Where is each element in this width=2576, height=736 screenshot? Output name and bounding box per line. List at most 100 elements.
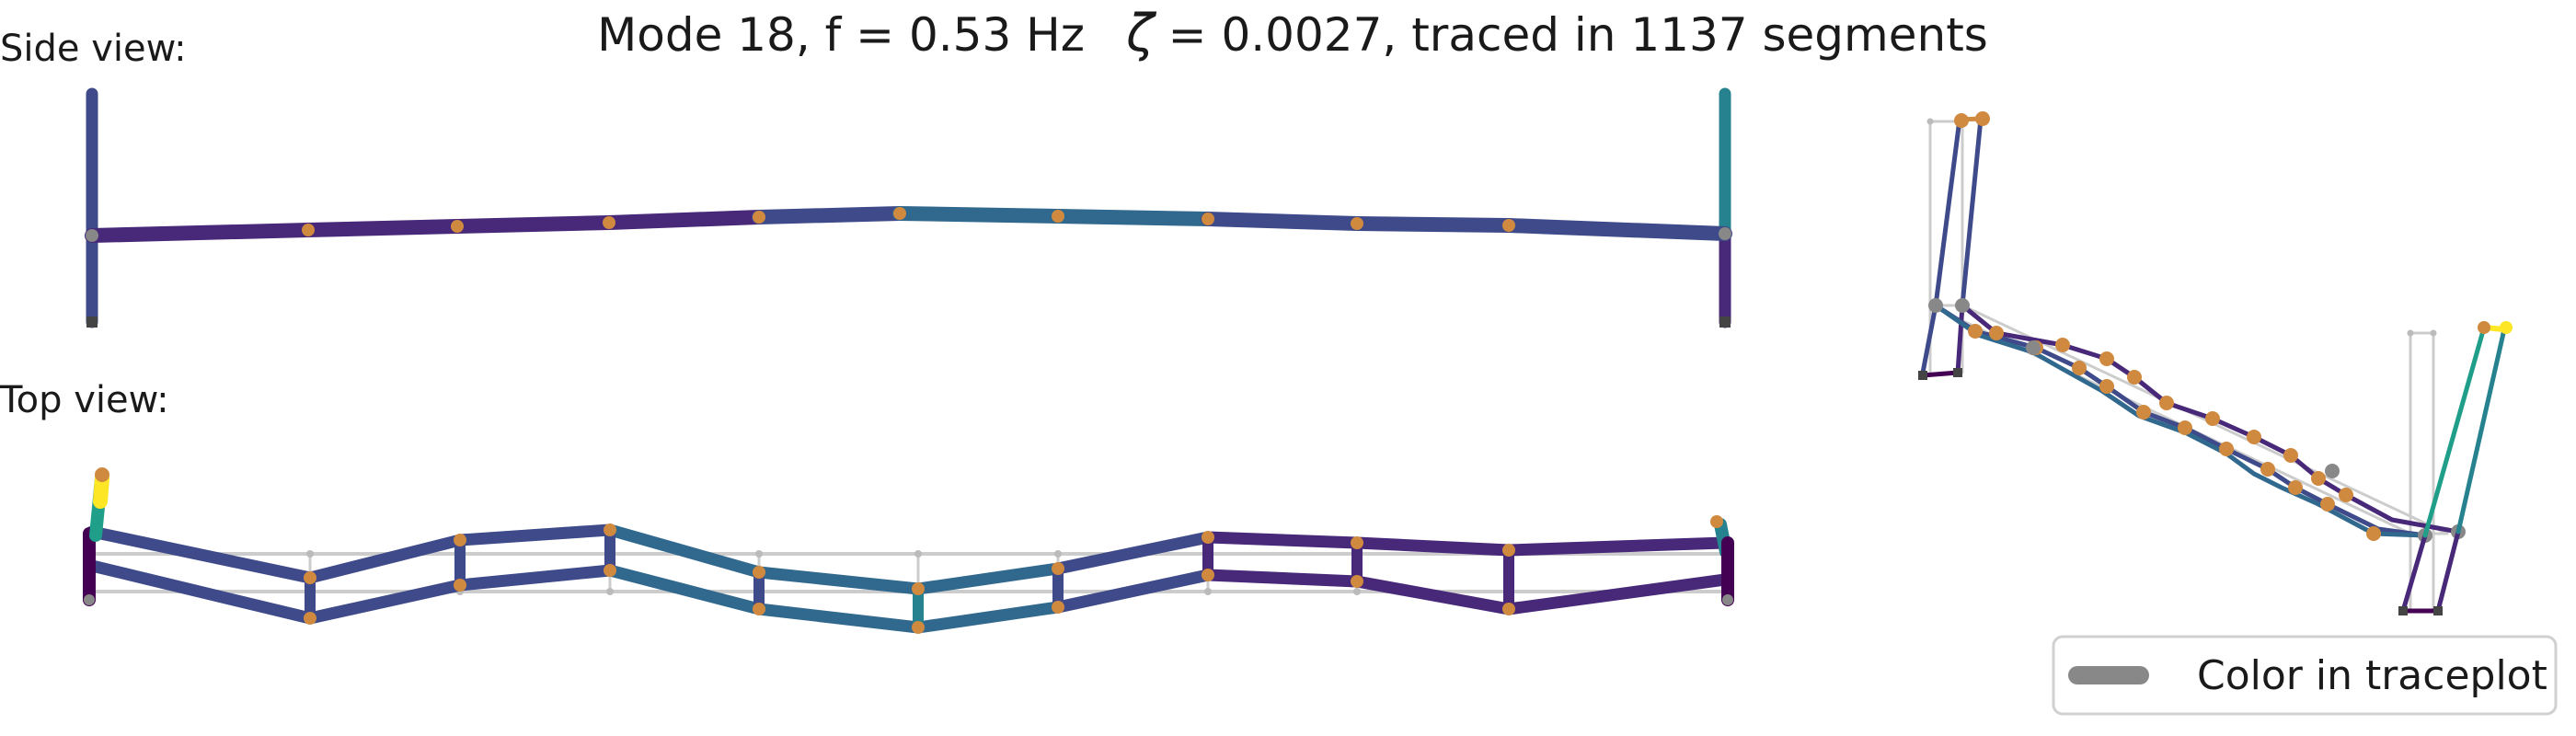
right-tower-leg: [2455, 327, 2507, 535]
deck-node: [2178, 420, 2192, 435]
deck-node: [893, 207, 906, 220]
deck-node: [2219, 442, 2234, 456]
deck-node: [604, 564, 616, 577]
deck-node: [2099, 351, 2114, 366]
left-tower-tip-node: [1954, 113, 1969, 128]
deck-node: [2288, 480, 2303, 495]
deck-chord-upper: [1202, 531, 1363, 549]
reference-node: [2430, 329, 2437, 337]
deck-node: [753, 603, 765, 615]
right-tower-leg: [2422, 325, 2487, 538]
deck-segment: [1350, 216, 1516, 233]
right-tower-base-node: [1722, 594, 1733, 605]
left-support: [86, 316, 98, 328]
deck-chord-upper: [1502, 536, 1731, 557]
deck-segment: [301, 219, 465, 237]
top-view-panel: [83, 467, 1734, 634]
deck-segment: [752, 206, 907, 224]
deck-segment: [1201, 212, 1364, 231]
deck-node: [1202, 213, 1214, 225]
deck-node: [1202, 531, 1214, 544]
tower-node: [1719, 227, 1731, 240]
legend-label: Color in traceplot: [2197, 652, 2547, 699]
deck-node: [1968, 324, 1983, 339]
deck-chord-lower: [1502, 573, 1731, 615]
legend-frame: [2052, 635, 2558, 716]
deck-node: [2247, 430, 2261, 444]
left-tower-tip-node: [95, 467, 109, 482]
deck-segment: [892, 206, 1065, 224]
deck-segment: [602, 210, 766, 230]
reference-node: [2407, 329, 2414, 337]
deck-node: [1052, 601, 1064, 614]
deck-chord-upper: [454, 523, 616, 546]
left-tower-base-node: [84, 594, 95, 605]
left-tower-leg: [1960, 116, 1984, 308]
mode-node: [1955, 298, 1970, 313]
side-view-panel: [85, 87, 1732, 328]
deck-chord-lower: [1052, 569, 1214, 614]
deck-node: [2072, 361, 2087, 375]
deck-segment: [1051, 209, 1215, 226]
title-prefix: Mode 18, f = 0.53 Hz: [597, 8, 1085, 62]
deck-chord-lower: [604, 564, 765, 615]
deck-chord-lower: [912, 601, 1064, 634]
zeta-symbol: ζ: [1125, 4, 1157, 63]
deck-chord-upper: [1351, 536, 1515, 557]
mode-node: [2325, 464, 2340, 478]
deck-segment: [1501, 218, 1732, 241]
left-tower-top: [93, 471, 109, 509]
deck-node: [454, 579, 466, 592]
left-tower-base: [1920, 370, 1961, 378]
deck-chord-lower: [1351, 575, 1515, 615]
deck-node: [1989, 326, 2004, 340]
deck-node: [753, 211, 765, 224]
deck-chord-lower: [86, 559, 316, 625]
left-tower-leg: [1933, 117, 1962, 308]
deck-chord-upper: [604, 523, 765, 579]
right-tower-leg-lower: [2435, 529, 2461, 614]
deck-chord-upper: [86, 525, 316, 584]
support-point: [1953, 368, 1962, 377]
deck-node: [1052, 210, 1064, 223]
reference-node: [606, 588, 614, 595]
legend: Color in traceplot: [2052, 635, 2558, 716]
deck-node: [2055, 338, 2070, 352]
deck-node: [304, 612, 316, 625]
deck-node: [2260, 462, 2275, 477]
support-point: [2398, 606, 2408, 615]
deck-node: [2339, 488, 2353, 502]
deck-segment: [450, 215, 616, 234]
deck-chord-upper: [1052, 531, 1214, 575]
title-suffix: = 0.0027, traced in 1137 segments: [1168, 8, 1988, 62]
deck-node: [604, 523, 616, 536]
deck-node: [302, 224, 315, 236]
deck-chord-lower: [1202, 569, 1363, 588]
deck-node: [454, 534, 466, 546]
deck-node: [1502, 603, 1515, 615]
deck-chord-lower: [753, 603, 925, 634]
deck-node: [1202, 569, 1214, 581]
left-tower-leg-lower: [1955, 303, 1965, 375]
deck-node: [2283, 448, 2298, 463]
deck-node: [2366, 526, 2381, 541]
deck-node: [2127, 370, 2142, 385]
reference-node: [1204, 588, 1212, 595]
right-tower-tip-node: [2500, 321, 2513, 334]
deck-node: [304, 571, 316, 584]
deck-node: [1502, 219, 1515, 232]
right-tower-tip-node: [2478, 321, 2490, 334]
support-point: [2433, 606, 2443, 615]
deck-node: [912, 621, 925, 634]
deck-node: [2205, 411, 2220, 426]
deck-node: [2159, 396, 2174, 410]
mode-node: [2026, 340, 2041, 355]
deck-chord-upper: [753, 566, 925, 595]
deck-chord-upper: [912, 562, 1064, 595]
isometric-view-panel: [1918, 111, 2513, 615]
right-tower-leg-lower: [2400, 533, 2428, 614]
deck-node: [2320, 497, 2335, 512]
mode-node: [1928, 298, 1943, 313]
deck-node: [912, 582, 925, 595]
